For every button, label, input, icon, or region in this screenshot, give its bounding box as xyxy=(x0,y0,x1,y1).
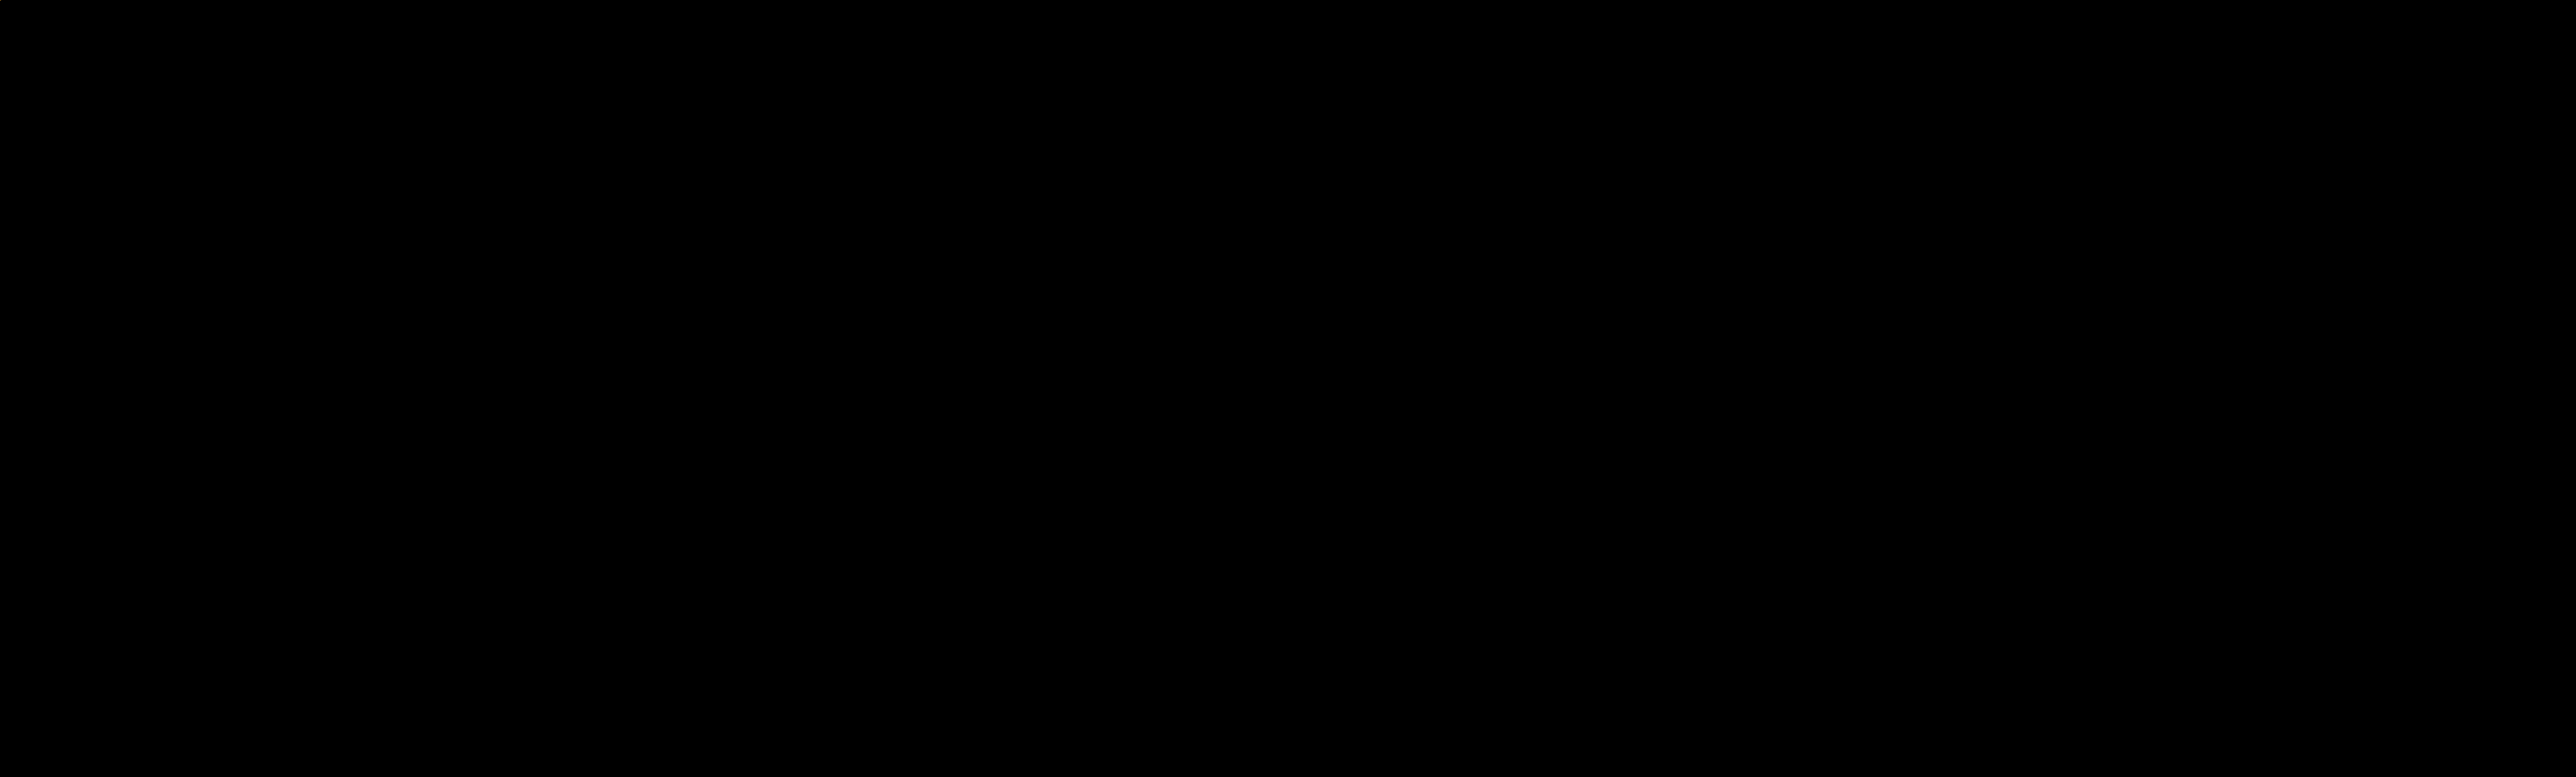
relationship-arrows xyxy=(0,0,809,232)
